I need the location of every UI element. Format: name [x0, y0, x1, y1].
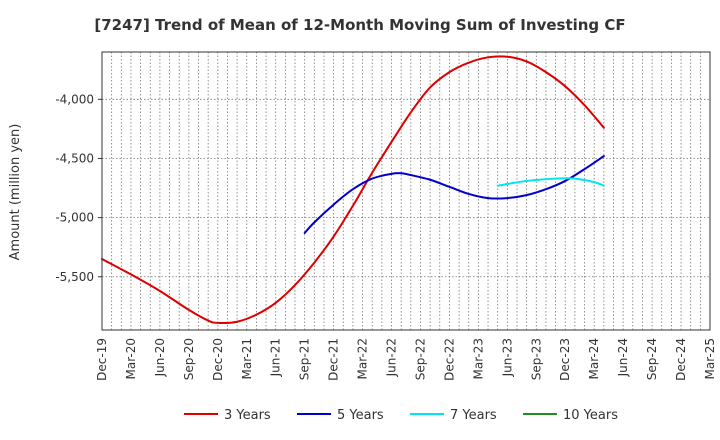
x-tick-label: Jun-20 [153, 338, 167, 377]
x-tick-label: Dec-19 [95, 338, 109, 381]
x-tick-label: Jun-24 [616, 338, 630, 377]
series-line-1 [101, 55, 605, 324]
x-tick-label: Dec-23 [558, 338, 572, 381]
x-tick-label: Mar-22 [356, 338, 370, 379]
x-tick-label: Jun-22 [385, 338, 399, 377]
plot-area [102, 52, 710, 330]
legend-label-2: 5 Years [337, 408, 384, 423]
x-tick-labels: Dec-19 Mar-20 Jun-20 Sep-20 Dec-20 Mar-21 Jun-… [95, 338, 717, 381]
legend-label-1: 3 Years [224, 408, 271, 423]
series-line-2 [303, 155, 605, 234]
y-tick-label: -4,000 [55, 92, 94, 106]
x-tick-label: Dec-21 [327, 338, 341, 381]
x-tick-label: Sep-24 [645, 338, 659, 380]
x-tick-label: Mar-23 [471, 338, 485, 379]
y-tick-label: -5,000 [55, 211, 94, 225]
legend-label-3: 7 Years [450, 408, 497, 423]
x-tick-label: Mar-25 [703, 338, 717, 379]
plot-border [101, 51, 711, 331]
x-tick-label: Dec-20 [211, 338, 225, 381]
x-tick-label: Mar-24 [587, 338, 601, 379]
x-tick-label: Jun-23 [500, 338, 514, 377]
x-tick-label: Mar-21 [240, 338, 254, 379]
legend: 3 Years 5 Years 7 Years 10 Years [184, 408, 618, 423]
x-tick-label: Sep-20 [182, 338, 196, 380]
x-tick-label: Dec-22 [442, 338, 456, 381]
series-layer [101, 55, 605, 324]
x-tick-label: Sep-22 [413, 338, 427, 380]
x-tick-label: Sep-23 [529, 338, 543, 380]
y-tick-label: -4,500 [55, 151, 94, 165]
y-axis-label: Amount (million yen) [8, 124, 23, 261]
chart-title: [7247] Trend of Mean of 12-Month Moving … [94, 16, 625, 34]
y-tick-label: -5,500 [55, 270, 94, 284]
x-tick-label: Sep-21 [298, 338, 312, 380]
x-tick-label: Jun-21 [269, 338, 283, 377]
legend-label-4: 10 Years [563, 408, 618, 423]
x-tick-label: Mar-20 [124, 338, 138, 379]
series-line-3 [496, 177, 605, 187]
x-tick-label: Dec-24 [674, 338, 688, 381]
y-tick-labels: -4,000 -4,500 -5,000 -5,500 [55, 92, 102, 284]
